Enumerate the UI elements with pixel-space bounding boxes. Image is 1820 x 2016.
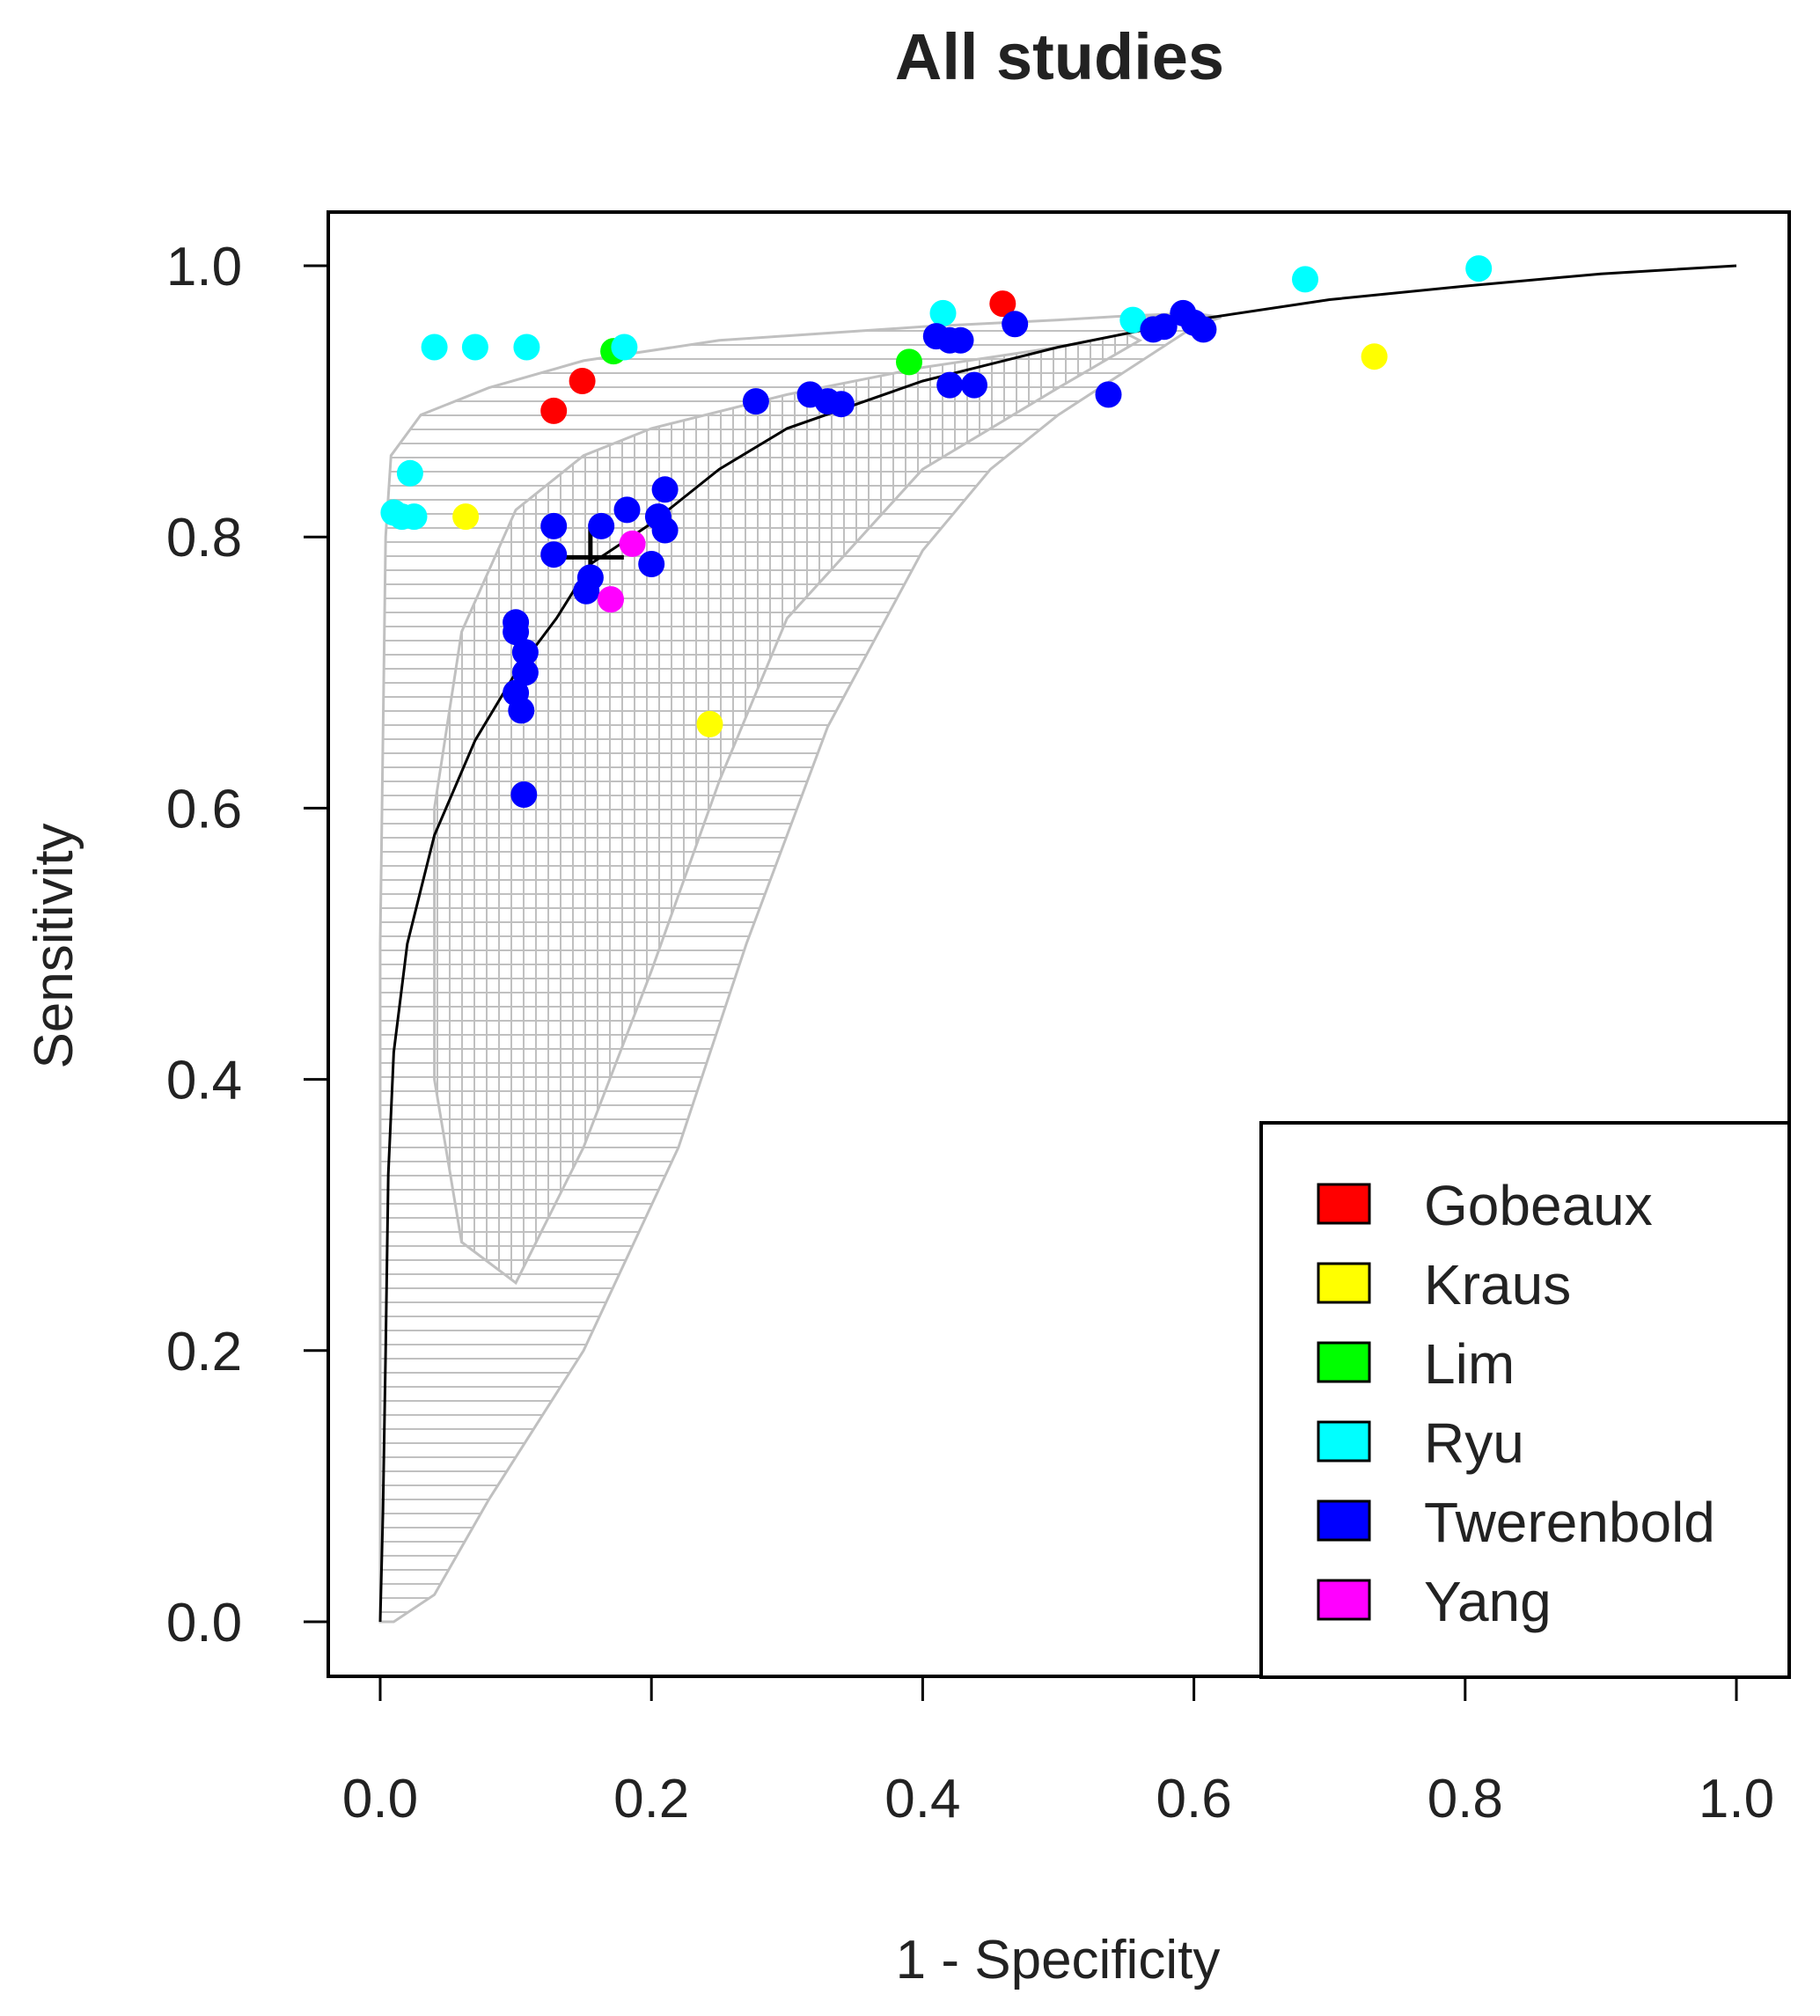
- point-twerenbold: [1002, 311, 1029, 338]
- point-twerenbold: [508, 697, 535, 724]
- y-tick-label: 1.0: [166, 237, 242, 297]
- point-twerenbold: [588, 512, 615, 539]
- x-tick-label: 0.0: [342, 1769, 418, 1829]
- point-twerenbold: [511, 639, 539, 666]
- point-gobeaux: [540, 397, 568, 424]
- point-twerenbold: [651, 476, 679, 503]
- y-tick-label: 0.4: [166, 1051, 242, 1111]
- legend-label-ryu: Ryu: [1424, 1411, 1524, 1475]
- legend-label-yang: Yang: [1424, 1570, 1552, 1633]
- chart-title: All studies: [895, 20, 1224, 93]
- legend-label-lim: Lim: [1424, 1332, 1515, 1396]
- x-axis: 0.0 0.2 0.4 0.6 0.8 1.0: [342, 1675, 1774, 1829]
- y-tick-label: 0.0: [166, 1593, 242, 1653]
- point-ryu: [1292, 266, 1318, 293]
- point-yang: [619, 530, 646, 557]
- point-kraus: [696, 710, 723, 737]
- point-twerenbold: [1190, 316, 1217, 343]
- point-twerenbold: [503, 619, 530, 646]
- point-ryu: [611, 334, 638, 361]
- point-ryu: [461, 334, 488, 361]
- legend: Gobeaux Kraus Lim Ryu Twerenbold Yang: [1259, 1121, 1791, 1679]
- point-twerenbold: [936, 371, 964, 399]
- legend-label-gobeaux: Gobeaux: [1424, 1174, 1653, 1237]
- legend-swatch-ryu: [1317, 1420, 1371, 1463]
- point-ryu: [513, 334, 540, 361]
- point-ryu: [400, 503, 428, 531]
- y-tick-label: 0.2: [166, 1322, 242, 1382]
- confidence-region: [433, 332, 1143, 1286]
- point-twerenbold: [827, 391, 855, 418]
- point-twerenbold: [1095, 381, 1122, 408]
- point-twerenbold: [576, 564, 604, 591]
- point-twerenbold: [511, 659, 539, 686]
- point-twerenbold: [651, 517, 679, 544]
- legend-swatch-yang: [1317, 1579, 1371, 1621]
- point-lim: [896, 348, 922, 376]
- legend-swatch-lim: [1317, 1341, 1371, 1383]
- point-twerenbold: [510, 781, 538, 808]
- legend-swatch-kraus: [1317, 1262, 1371, 1304]
- y-tick-label: 0.8: [166, 508, 242, 568]
- point-twerenbold: [947, 326, 974, 354]
- point-ryu: [421, 334, 448, 361]
- x-tick-label: 0.8: [1427, 1769, 1503, 1829]
- point-ryu: [396, 459, 423, 487]
- point-ryu: [929, 299, 957, 326]
- y-tick-label: 0.6: [166, 779, 242, 839]
- legend-label-twerenbold: Twerenbold: [1424, 1491, 1715, 1554]
- points-layer: [380, 255, 1493, 808]
- point-yang: [598, 586, 624, 613]
- y-axis-label: Sensitivity: [24, 823, 84, 1068]
- point-kraus: [452, 503, 480, 531]
- x-tick-label: 0.2: [613, 1769, 689, 1829]
- legend-swatch-twerenbold: [1317, 1499, 1371, 1542]
- point-twerenbold: [1150, 313, 1178, 341]
- y-axis: 0.0 0.2 0.4 0.6 0.8 1.0: [166, 237, 330, 1653]
- legend-label-kraus: Kraus: [1424, 1253, 1571, 1316]
- point-gobeaux: [989, 290, 1016, 318]
- point-twerenbold: [613, 496, 641, 524]
- x-tick-label: 0.6: [1156, 1769, 1231, 1829]
- legend-swatch-gobeaux: [1317, 1183, 1371, 1225]
- point-ryu: [1119, 306, 1147, 334]
- point-twerenbold: [742, 388, 769, 415]
- x-axis-label: 1 - Specificity: [896, 1930, 1221, 1990]
- point-twerenbold: [961, 371, 987, 399]
- point-ryu: [1465, 255, 1493, 282]
- point-twerenbold: [540, 541, 568, 568]
- x-tick-label: 0.4: [884, 1769, 960, 1829]
- point-twerenbold: [638, 551, 665, 577]
- x-tick-label: 1.0: [1699, 1769, 1774, 1829]
- point-kraus: [1361, 343, 1388, 370]
- regions: [378, 312, 1222, 1624]
- point-gobeaux: [569, 368, 596, 394]
- point-twerenbold: [540, 512, 568, 539]
